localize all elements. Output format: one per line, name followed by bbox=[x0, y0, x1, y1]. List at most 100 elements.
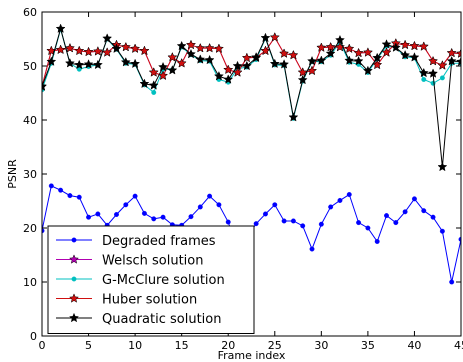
y-tick-label: 40 bbox=[23, 114, 37, 127]
y-tick-label: 20 bbox=[23, 222, 37, 235]
data-point-quadratic-solution bbox=[223, 74, 234, 84]
data-point-degraded-frames bbox=[439, 228, 445, 234]
data-point-degraded-frames bbox=[421, 208, 427, 214]
data-point-degraded-frames bbox=[458, 236, 461, 242]
data-point-huber-solution bbox=[288, 49, 299, 60]
data-point-degraded-frames bbox=[272, 202, 278, 208]
data-point-degraded-frames bbox=[411, 196, 417, 202]
x-tick-label: 45 bbox=[454, 339, 463, 352]
data-point-huber-solution bbox=[307, 65, 318, 76]
data-point-quadratic-solution bbox=[130, 58, 141, 69]
data-point-quadratic-solution bbox=[456, 56, 461, 66]
data-point-degraded-frames bbox=[309, 246, 315, 252]
data-point-huber-solution bbox=[92, 46, 103, 56]
series-g-mcclure-solution bbox=[42, 26, 461, 121]
data-point-huber-solution bbox=[456, 48, 461, 58]
data-point-huber-solution bbox=[418, 41, 429, 51]
data-point-degraded-frames bbox=[393, 220, 399, 226]
data-point-quadratic-solution bbox=[241, 60, 252, 71]
data-point-huber-solution bbox=[446, 47, 457, 58]
data-point-quadratic-solution bbox=[83, 59, 94, 69]
data-point-huber-solution bbox=[83, 46, 94, 57]
y-tick-label: 0 bbox=[30, 330, 37, 343]
data-point-huber-solution bbox=[232, 67, 243, 77]
data-point-degraded-frames bbox=[114, 212, 119, 217]
data-point-quadratic-solution bbox=[428, 68, 439, 78]
x-tick-label: 20 bbox=[221, 339, 235, 352]
data-point-quadratic-solution bbox=[334, 34, 345, 45]
data-point-degraded-frames bbox=[346, 192, 352, 197]
data-point-huber-solution bbox=[297, 67, 308, 77]
series-huber-solution bbox=[42, 32, 461, 91]
data-point-degraded-frames bbox=[216, 202, 222, 208]
data-point-huber-solution bbox=[204, 42, 215, 53]
data-point-degraded-frames bbox=[290, 218, 296, 224]
data-point-degraded-frames bbox=[328, 204, 334, 210]
data-point-quadratic-solution bbox=[64, 58, 75, 68]
data-point-huber-solution bbox=[64, 42, 75, 53]
data-point-quadratic-solution bbox=[297, 74, 308, 85]
y-tick-label: 10 bbox=[23, 276, 37, 289]
legend-label-degraded-frames: Degraded frames bbox=[102, 234, 216, 249]
data-point-degraded-frames bbox=[132, 193, 138, 199]
data-point-quadratic-solution bbox=[148, 80, 159, 90]
data-point-quadratic-solution bbox=[437, 161, 448, 172]
data-point-degraded-frames bbox=[384, 213, 389, 219]
data-point-huber-solution bbox=[195, 42, 206, 53]
data-point-degraded-frames bbox=[207, 193, 213, 199]
data-point-degraded-frames bbox=[141, 210, 147, 216]
legend-label-huber-solution: Huber solution bbox=[102, 293, 197, 308]
plot-area bbox=[42, 23, 461, 285]
data-point-quadratic-solution bbox=[400, 49, 411, 60]
data-point-degraded-frames bbox=[151, 216, 157, 222]
data-point-degraded-frames bbox=[449, 279, 455, 285]
data-point-g-mcclure-solution bbox=[439, 75, 445, 81]
data-point-degraded-frames bbox=[430, 214, 436, 220]
series-welsch-solution bbox=[42, 32, 461, 91]
x-tick-label: 10 bbox=[128, 339, 142, 352]
data-point-quadratic-solution bbox=[232, 60, 243, 71]
x-tick-label: 35 bbox=[361, 339, 375, 352]
data-point-huber-solution bbox=[74, 45, 85, 56]
data-point-quadratic-solution bbox=[353, 55, 364, 66]
data-point-quadratic-solution bbox=[372, 52, 383, 63]
x-tick-label: 15 bbox=[175, 339, 189, 352]
data-point-quadratic-solution bbox=[260, 32, 271, 43]
data-point-huber-solution bbox=[316, 42, 327, 52]
legend-label-quadratic-solution: Quadratic solution bbox=[102, 312, 221, 327]
legend-marker-quadratic-solution bbox=[69, 312, 79, 323]
data-point-quadratic-solution bbox=[139, 78, 150, 89]
data-point-quadratic-solution bbox=[409, 52, 420, 62]
data-point-quadratic-solution bbox=[325, 48, 336, 58]
data-point-degraded-frames bbox=[402, 209, 408, 215]
data-point-huber-solution bbox=[102, 47, 113, 57]
series-line-huber-solution bbox=[42, 36, 461, 87]
x-tick-label: 5 bbox=[85, 339, 92, 352]
y-tick-label: 50 bbox=[23, 60, 37, 73]
x-tick-label: 25 bbox=[268, 339, 282, 352]
legend-box bbox=[47, 225, 255, 334]
series-quadratic-solution bbox=[42, 23, 461, 172]
legend-marker-g-mcclure-solution bbox=[71, 276, 77, 282]
data-point-degraded-frames bbox=[58, 187, 64, 193]
data-point-huber-solution bbox=[185, 39, 196, 50]
data-point-huber-solution bbox=[437, 60, 448, 70]
data-point-quadratic-solution bbox=[362, 65, 373, 76]
data-point-quadratic-solution bbox=[185, 48, 196, 59]
data-point-quadratic-solution bbox=[74, 59, 85, 70]
data-point-quadratic-solution bbox=[251, 52, 262, 63]
data-point-degraded-frames bbox=[160, 214, 166, 220]
data-point-degraded-frames bbox=[225, 219, 231, 225]
data-point-huber-solution bbox=[409, 40, 420, 51]
data-point-degraded-frames bbox=[356, 220, 362, 226]
data-point-quadratic-solution bbox=[381, 39, 392, 49]
data-point-quadratic-solution bbox=[92, 59, 103, 70]
x-tick-label: 40 bbox=[407, 339, 421, 352]
data-point-degraded-frames bbox=[318, 221, 324, 227]
data-point-huber-solution bbox=[381, 47, 392, 57]
data-point-degraded-frames bbox=[76, 194, 82, 200]
data-point-quadratic-solution bbox=[288, 112, 299, 122]
data-point-quadratic-solution bbox=[446, 55, 457, 66]
data-point-huber-solution bbox=[344, 43, 355, 53]
